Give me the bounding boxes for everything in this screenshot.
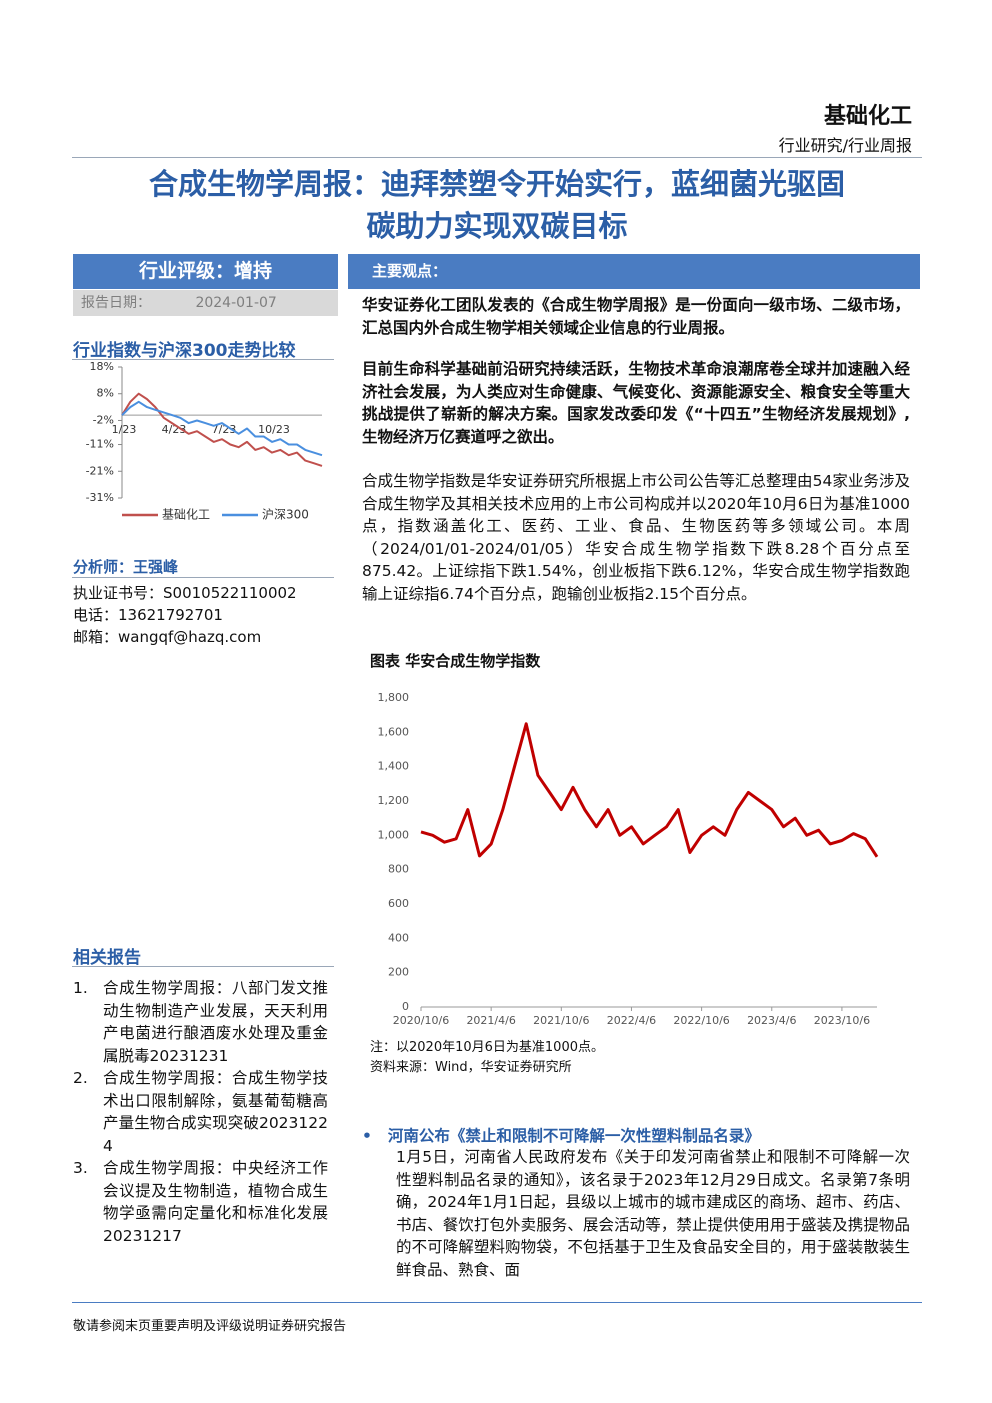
title: 合成生物学周报：迪拜禁塑令开始实行，蓝细菌光驱固 碳助力实现双碳目标 (72, 163, 922, 247)
main-points-title: 主要观点： (348, 254, 920, 289)
section-rule (72, 966, 334, 967)
line-series (420, 722, 879, 858)
y-tick-label: -11% (86, 438, 114, 451)
y-tick-label: -21% (86, 464, 114, 477)
date-value: 2024-01-07 (195, 295, 277, 311)
figure-note: 注：以2020年10月6日为基准1000点。 (370, 1040, 604, 1055)
y-tick-label: 800 (388, 863, 409, 876)
report-date: 报告日期： 2024-01-07 (73, 290, 338, 316)
y-tick-label: 1,600 (378, 725, 410, 738)
mini-chart-title: 行业指数与沪深300走势比较 (73, 341, 296, 361)
x-tick-label: 2021/4/6 (466, 1014, 515, 1027)
title-line: 合成生物学周报：迪拜禁塑令开始实行，蓝细菌光驱固 (148, 167, 845, 201)
y-tick-label: 1,000 (378, 828, 410, 841)
y-tick-label: 1,800 (378, 691, 410, 704)
news-body: 1月5日，河南省人民政府发布《关于印发河南省禁止和限制不可降解一次性塑料制品名录… (396, 1148, 910, 1279)
legend-label: 沪深300 (262, 508, 309, 522)
main-points-label: 主要观点： (372, 262, 448, 280)
x-tick-label: 7/23 (212, 423, 237, 436)
rating: 行业评级：增持 (73, 254, 338, 289)
related-text: 合成生物学周报：合成生物学技术出口限制解除，氨基葡萄糖高产量生物合成实现突破20… (103, 1069, 328, 1155)
related-number: 2. (73, 1069, 88, 1087)
related-number: 3. (73, 1159, 88, 1177)
line-series (121, 392, 323, 467)
x-tick-label: 1/23 (112, 423, 137, 436)
related-text: 合成生物学周报：中央经济工作会议提及生物制造，植物合成生物学亟需向定量化和标准化… (103, 1159, 328, 1245)
analyst-name: 分析师：王强峰 (73, 558, 179, 576)
news-title-text: 河南公布《禁止和限制不可降解一次性塑料制品名录》 (387, 1127, 760, 1145)
footer: 敬请参阅末页重要声明及评级说明证券研究报告 (73, 1319, 347, 1334)
x-tick-label: 4/23 (162, 423, 187, 436)
x-tick-label: 2020/10/6 (393, 1014, 449, 1027)
report-category: 行业研究/行业周报 (778, 136, 912, 155)
section-rule (72, 359, 334, 360)
related-item: 3. 合成生物学周报：中央经济工作会议提及生物制造，植物合成生物学亟需向定量化和标… (73, 1157, 328, 1247)
x-tick-label: 10/23 (258, 423, 290, 436)
related-number: 1. (73, 979, 88, 997)
y-tick-label: -31% (86, 491, 114, 504)
analyst-contact: 执业证书号：S0010522110002 电话：13621792701 邮箱：w… (73, 582, 297, 648)
analyst-phone: 电话：13621792701 (73, 606, 223, 624)
figure-title: 图表 华安合成生物学指数 (370, 652, 541, 670)
y-tick-label: 600 (388, 897, 409, 910)
y-tick-label: 18% (90, 360, 114, 373)
sector: 基础化工 (823, 104, 912, 129)
date-label: 报告日期： (81, 295, 151, 311)
analyst-email: 邮箱：wangqf@hazq.com (73, 628, 262, 646)
legend-label: 基础化工 (162, 508, 210, 522)
related-item: 2. 合成生物学周报：合成生物学技术出口限制解除，氨基葡萄糖高产量生物合成实现突破… (73, 1067, 328, 1157)
y-tick-label: 1,400 (378, 760, 410, 773)
y-tick-label: -2% (93, 413, 114, 426)
footer-rule (72, 1302, 922, 1303)
figure-source: 资料来源：Wind，华安证券研究所 (370, 1060, 572, 1075)
title-line: 碳助力实现双碳目标 (366, 209, 628, 243)
bullet: • (362, 1127, 372, 1145)
x-tick-label: 2021/10/6 (533, 1014, 589, 1027)
paragraph: 华安证券化工团队发表的《合成生物学周报》是一份面向一级市场、二级市场，汇总国内外… (362, 296, 910, 337)
paragraph: 合成生物学指数是华安证券研究所根据上市公司公告等汇总整理由54家业务涉及合成生物… (362, 472, 910, 603)
y-tick-label: 1,200 (378, 794, 410, 807)
y-tick-label: 400 (388, 931, 409, 944)
related-list: 1. 合成生物学周报：八部门发文推动生物制造产业发展，天天利用产电菌进行酿酒废水处… (73, 977, 328, 1247)
x-tick-label: 2023/10/6 (814, 1014, 870, 1027)
x-tick-label: 2022/4/6 (607, 1014, 656, 1027)
x-tick-label: 2022/10/6 (673, 1014, 729, 1027)
y-tick-label: 200 (388, 966, 409, 979)
analyst-cert: 执业证书号：S0010522110002 (73, 584, 297, 602)
x-tick-label: 2023/4/6 (747, 1014, 796, 1027)
section-rule (72, 577, 334, 578)
figure-notes: 注：以2020年10月6日为基准1000点。 资料来源：Wind，华安证券研究所 (370, 1038, 604, 1078)
related-text: 合成生物学周报：八部门发文推动生物制造产业发展，天天利用产电菌进行酿酒废水处理及… (103, 979, 328, 1065)
related-item: 1. 合成生物学周报：八部门发文推动生物制造产业发展，天天利用产电菌进行酿酒废水处… (73, 977, 328, 1067)
related-title: 相关报告 (73, 948, 141, 968)
header-rule (72, 157, 922, 158)
paragraph: 目前生命科学基础前沿研究持续活跃，生物技术革命浪潮席卷全球并加速融入经济社会发展… (362, 360, 910, 446)
line-series (121, 400, 323, 457)
y-tick-label: 0 (402, 1000, 409, 1013)
news-title: • 河南公布《禁止和限制不可降解一次性塑料制品名录》 (362, 1124, 760, 1146)
y-tick-label: 8% (97, 387, 114, 400)
